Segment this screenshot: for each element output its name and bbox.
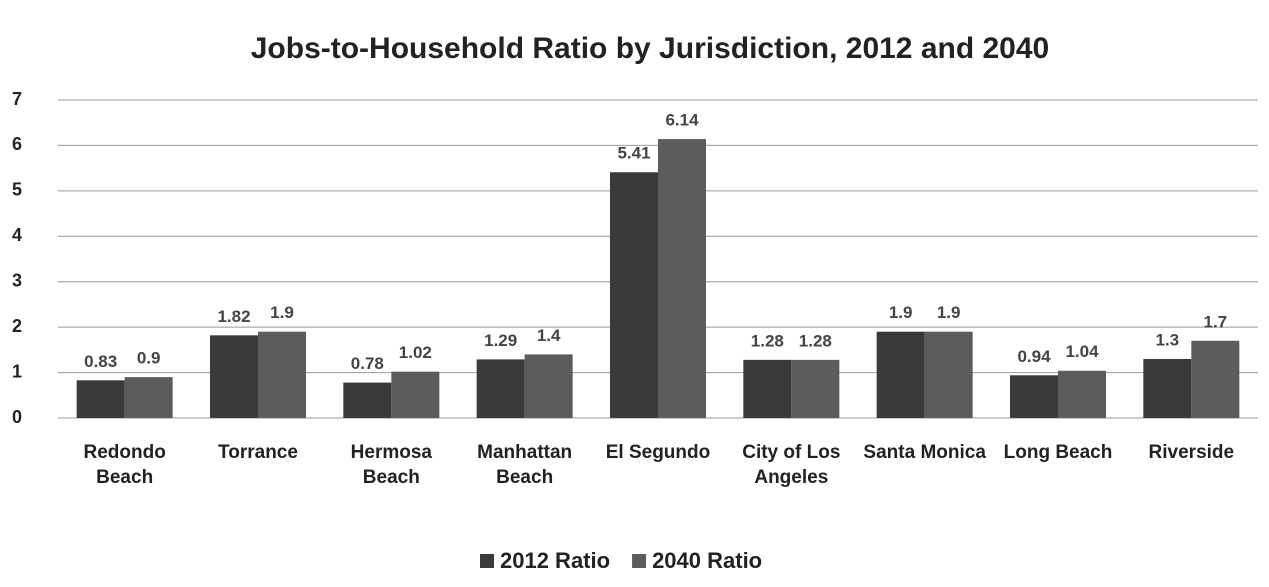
y-tick-label: 0 xyxy=(12,407,22,427)
bar xyxy=(76,380,125,418)
x-tick-label: Santa Monica xyxy=(863,442,986,463)
bar xyxy=(658,139,706,418)
data-label: 6.14 xyxy=(665,111,699,130)
x-tick-label: El Segundo xyxy=(605,442,711,463)
data-label: 1.4 xyxy=(537,326,561,345)
x-tick-label: Torrance xyxy=(218,442,298,463)
y-tick-label: 5 xyxy=(12,180,22,200)
y-tick-label: 4 xyxy=(12,225,22,245)
y-tick-label: 7 xyxy=(12,89,22,109)
x-tick-label: Hermosa Beach xyxy=(350,442,432,488)
x-tick-label: Redondo Beach xyxy=(83,442,166,488)
data-label: 0.9 xyxy=(137,349,161,368)
bar xyxy=(1010,375,1058,418)
legend-label: 2012 Ratio xyxy=(500,548,610,573)
legend-label: 2040 Ratio xyxy=(652,548,762,573)
data-label: 5.41 xyxy=(617,144,650,163)
x-tick-label: Long Beach xyxy=(1003,442,1113,463)
data-label: 1.28 xyxy=(751,331,784,350)
data-label: 1.9 xyxy=(270,303,294,322)
bar xyxy=(524,354,573,418)
data-label: 1.9 xyxy=(937,303,961,322)
bar xyxy=(476,359,525,418)
bar xyxy=(924,331,973,418)
bar xyxy=(610,172,658,418)
bar xyxy=(124,377,173,418)
x-tick-label: City of Los Angeles xyxy=(742,442,841,488)
bar xyxy=(791,359,840,418)
data-label: 1.02 xyxy=(399,343,432,362)
data-label: 1.82 xyxy=(217,307,250,326)
y-tick-label: 1 xyxy=(12,361,22,381)
data-label: 0.78 xyxy=(351,354,384,373)
y-tick-label: 3 xyxy=(12,270,22,290)
data-label: 1.28 xyxy=(799,331,832,350)
bar xyxy=(1058,370,1106,418)
bar xyxy=(343,382,392,418)
bar xyxy=(743,359,792,418)
data-label: 1.7 xyxy=(1204,312,1228,331)
data-label: 1.9 xyxy=(889,303,913,322)
chart-title: Jobs-to-Household Ratio by Jurisdiction,… xyxy=(251,32,1050,65)
data-label: 0.94 xyxy=(1017,347,1051,366)
data-label: 1.29 xyxy=(484,331,517,350)
bar xyxy=(876,331,925,418)
legend-swatch xyxy=(632,554,647,568)
x-tick-label: Manhattan Beach xyxy=(477,442,573,488)
bar xyxy=(391,371,440,418)
bar xyxy=(258,331,306,418)
y-tick-label: 2 xyxy=(12,316,22,336)
y-tick-label: 6 xyxy=(12,134,22,154)
data-label: 1.3 xyxy=(1156,330,1180,349)
x-tick-label: Riverside xyxy=(1148,442,1235,463)
bar xyxy=(1191,340,1240,418)
legend-swatch xyxy=(480,554,494,568)
data-label: 1.04 xyxy=(1065,342,1099,361)
bar xyxy=(1143,358,1192,418)
bar xyxy=(210,335,258,418)
data-label: 0.83 xyxy=(84,352,117,371)
